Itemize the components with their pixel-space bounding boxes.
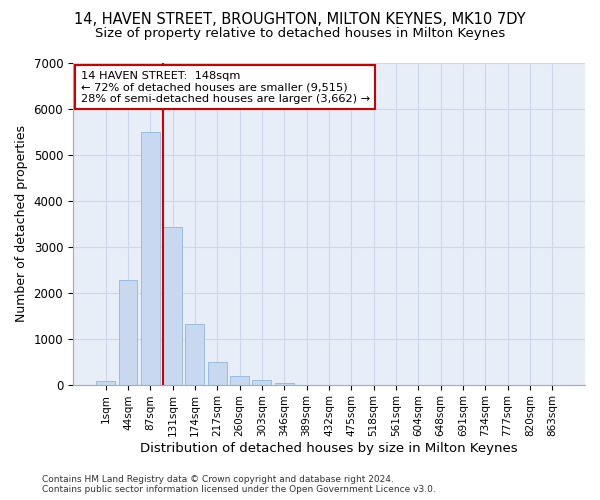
- X-axis label: Distribution of detached houses by size in Milton Keynes: Distribution of detached houses by size …: [140, 442, 518, 455]
- Bar: [185, 324, 205, 384]
- Bar: [119, 280, 137, 384]
- Text: Contains HM Land Registry data © Crown copyright and database right 2024.
Contai: Contains HM Land Registry data © Crown c…: [42, 474, 436, 494]
- Bar: [208, 362, 227, 384]
- Bar: [141, 132, 160, 384]
- Text: 14, HAVEN STREET, BROUGHTON, MILTON KEYNES, MK10 7DY: 14, HAVEN STREET, BROUGHTON, MILTON KEYN…: [74, 12, 526, 28]
- Text: Size of property relative to detached houses in Milton Keynes: Size of property relative to detached ho…: [95, 28, 505, 40]
- Y-axis label: Number of detached properties: Number of detached properties: [15, 125, 28, 322]
- Bar: [253, 380, 271, 384]
- Bar: [275, 383, 294, 384]
- Bar: [96, 382, 115, 384]
- Text: 14 HAVEN STREET:  148sqm
← 72% of detached houses are smaller (9,515)
28% of sem: 14 HAVEN STREET: 148sqm ← 72% of detache…: [80, 70, 370, 104]
- Bar: [230, 376, 249, 384]
- Bar: [163, 227, 182, 384]
